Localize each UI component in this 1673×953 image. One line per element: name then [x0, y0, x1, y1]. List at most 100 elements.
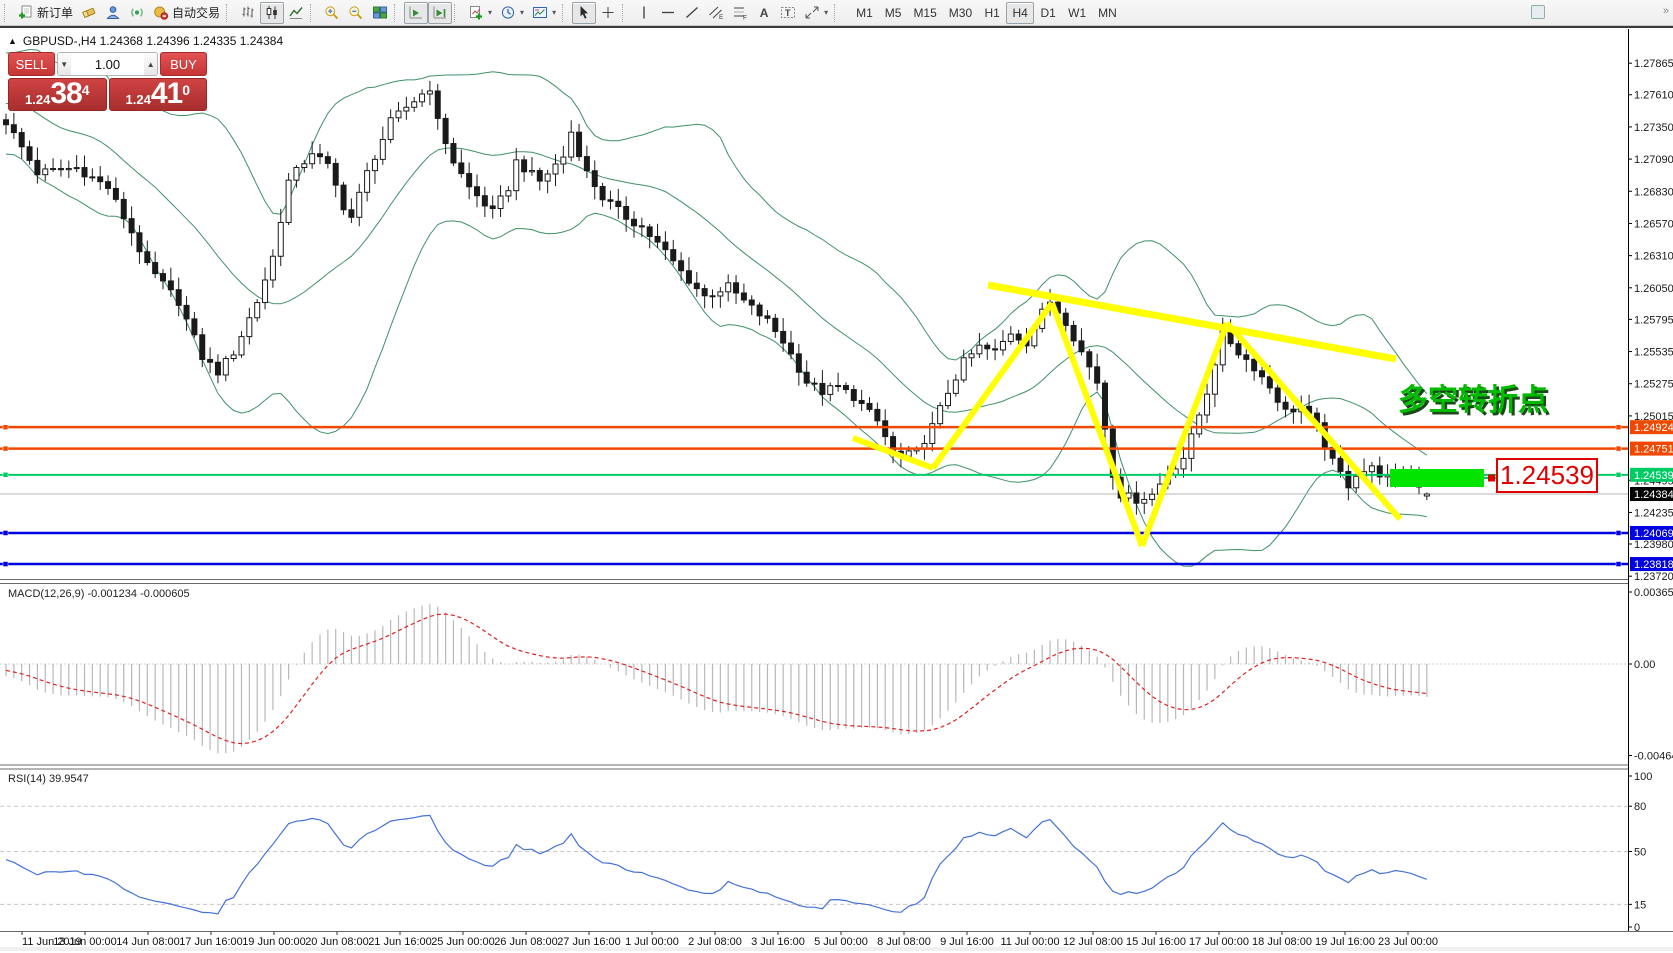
axis-tick-label: 1.23720 — [1634, 571, 1673, 583]
channel-icon: E — [708, 5, 724, 20]
axis-tick-label: 50 — [1634, 847, 1646, 859]
cursor-button[interactable] — [572, 2, 596, 24]
price-box-handle[interactable] — [1488, 475, 1495, 482]
crosshair-button[interactable] — [596, 2, 620, 24]
price-callout-text: 1.24539 — [1500, 460, 1594, 490]
timeframe-w1[interactable]: W1 — [1062, 2, 1092, 24]
bar-chart-button[interactable] — [236, 2, 260, 24]
price-badge: 1.24069 — [1634, 528, 1673, 540]
styler-button[interactable] — [77, 2, 101, 24]
yellow-trendline[interactable] — [933, 303, 1052, 468]
price-badge: 1.23818 — [1634, 559, 1673, 571]
timeframe-m5[interactable]: M5 — [879, 2, 908, 24]
zoom-in-button[interactable] — [320, 2, 344, 24]
annotation-text[interactable]: 多空转折点 — [1398, 384, 1548, 417]
macd-indicator-label: MACD(12,26,9) -0.001234 -0.000605 — [8, 588, 190, 600]
toolbar-grip — [622, 4, 628, 22]
auto-scroll-icon — [408, 5, 424, 20]
signals-button[interactable] — [125, 2, 149, 24]
price-axis[interactable]: 1.278651.276101.273501.270901.268301.265… — [1629, 29, 1673, 949]
tile-windows-button[interactable] — [368, 2, 392, 24]
templates-button[interactable]: ▾ — [528, 2, 560, 24]
price-badge: 1.24751 — [1634, 444, 1673, 456]
toolbar-grip — [834, 4, 840, 22]
chart-title: ▲ GBPUSD-,H4 1.24368 1.24396 1.24335 1.2… — [8, 34, 283, 48]
timeframe-mn[interactable]: MN — [1092, 2, 1123, 24]
macd-panel — [0, 604, 1628, 754]
line-chart-icon — [288, 5, 304, 20]
zoom-out-button[interactable] — [344, 2, 368, 24]
line-chart-button[interactable] — [284, 2, 308, 24]
bars-icon — [240, 5, 256, 20]
timeframe-m30[interactable]: M30 — [943, 2, 978, 24]
symbol-ohlc-title: GBPUSD-,H4 1.24368 1.24396 1.24335 1.243… — [23, 34, 283, 48]
trendline-button[interactable] — [680, 2, 704, 24]
chart-shift-button[interactable] — [428, 2, 452, 24]
volume-increase-button[interactable]: ▲ — [144, 53, 157, 75]
timeframe-h1[interactable]: H1 — [978, 2, 1006, 24]
axis-tick-label: 1.26570 — [1634, 218, 1673, 230]
axis-tick-label: 1.26310 — [1634, 251, 1673, 263]
text-label-icon: T — [780, 5, 796, 20]
periods-button[interactable]: ▾ — [496, 2, 528, 24]
zoom-out-icon — [348, 5, 364, 20]
text-button[interactable]: A — [752, 2, 776, 24]
candles-icon — [264, 5, 280, 20]
horizontal-line-objects[interactable] — [0, 425, 1628, 567]
fibonacci-button[interactable]: F — [728, 2, 752, 24]
axis-tick-label: 1.25535 — [1634, 347, 1673, 359]
vertical-line-button[interactable] — [632, 2, 656, 24]
timeframe-m1[interactable]: M1 — [850, 2, 879, 24]
price-callout-box[interactable]: 1.24539 — [1497, 459, 1597, 492]
axis-tick-label: 0.003658 — [1634, 587, 1673, 599]
svg-text:E: E — [719, 14, 724, 20]
volume-input[interactable] — [71, 53, 145, 75]
timeframe-d1[interactable]: D1 — [1034, 2, 1062, 24]
axis-tick-label: 1.27610 — [1634, 90, 1673, 102]
community-button[interactable] — [101, 2, 125, 24]
autotrading-button[interactable]: 自动交易 — [149, 2, 224, 24]
buy-price-sup: 0 — [182, 83, 190, 97]
auto-scroll-button[interactable] — [404, 2, 428, 24]
window-icon[interactable] — [1531, 5, 1545, 19]
yellow-trendline[interactable] — [1052, 303, 1142, 546]
sell-price-prefix: 1.24 — [25, 93, 50, 106]
channel-button[interactable]: E — [704, 2, 728, 24]
toolbar-grip — [4, 4, 10, 22]
svg-text:T: T — [785, 8, 791, 18]
axis-tick-label: 80 — [1634, 801, 1646, 813]
buy-price-panel[interactable]: 1.24 41 0 — [109, 78, 208, 111]
shapes-button[interactable]: ▾ — [800, 2, 832, 24]
toolbar-overflow-chevron[interactable]: » — [1663, 5, 1669, 17]
candlestick-button[interactable] — [260, 2, 284, 24]
toolbar-grip — [226, 4, 232, 22]
sell-price-big: 38 — [50, 79, 81, 109]
sell-button[interactable]: SELL — [8, 52, 55, 76]
cursor-icon — [576, 5, 592, 20]
timeframe-h4[interactable]: H4 — [1006, 2, 1034, 24]
new-order-button[interactable]: 新订单 — [14, 2, 77, 24]
buy-button[interactable]: BUY — [160, 52, 207, 76]
toolbar-grip — [562, 4, 568, 22]
horizontal-line-button[interactable] — [656, 2, 680, 24]
chevron-down-icon: ▾ — [824, 8, 828, 17]
axis-tick-label: 1.27865 — [1634, 58, 1673, 70]
broadcast-icon — [129, 5, 145, 20]
text-icon: A — [760, 6, 769, 20]
rsi-indicator-label: RSI(14) 39.9547 — [8, 773, 89, 785]
volume-decrease-button[interactable]: ▼ — [58, 53, 71, 75]
timeframe-m15[interactable]: M15 — [907, 2, 942, 24]
yellow-trendline[interactable] — [1142, 323, 1227, 546]
price-badge: 1.24384 — [1634, 489, 1673, 501]
text-label-button[interactable]: T — [776, 2, 800, 24]
rsi-values: 39.9547 — [46, 773, 89, 785]
price-badge: 1.24539 — [1634, 470, 1673, 482]
yellow-trendline[interactable] — [988, 285, 1396, 359]
chart-shift-icon — [432, 5, 448, 20]
sell-price-panel[interactable]: 1.24 38 4 — [8, 78, 107, 111]
rsi-panel — [0, 806, 1628, 914]
indicators-button[interactable]: ▾ — [464, 2, 496, 24]
green-highlight-rect[interactable] — [1390, 469, 1484, 487]
collapse-arrow-icon[interactable]: ▲ — [8, 36, 17, 46]
